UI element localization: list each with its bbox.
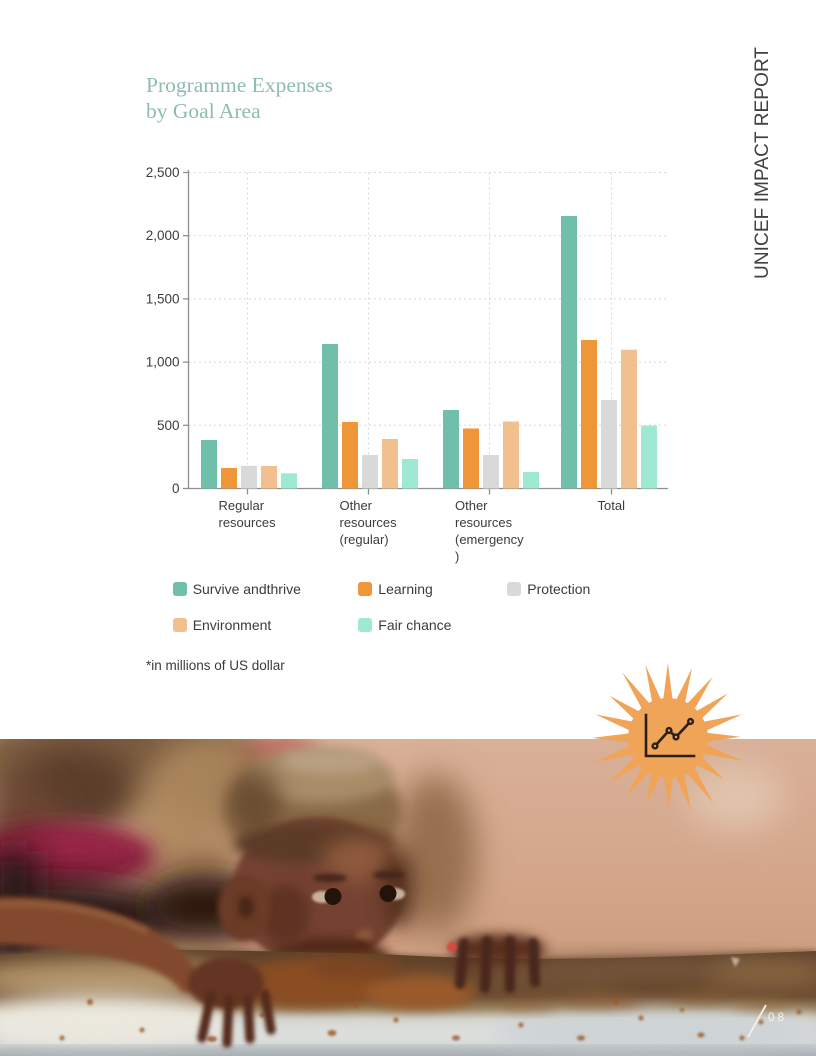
svg-text:500: 500 bbox=[157, 418, 180, 433]
svg-text:1,500: 1,500 bbox=[146, 291, 180, 306]
svg-text:2,000: 2,000 bbox=[146, 228, 180, 243]
svg-text:0: 0 bbox=[172, 481, 180, 496]
svg-text:1,000: 1,000 bbox=[146, 355, 180, 370]
svg-text:2,500: 2,500 bbox=[146, 165, 180, 180]
